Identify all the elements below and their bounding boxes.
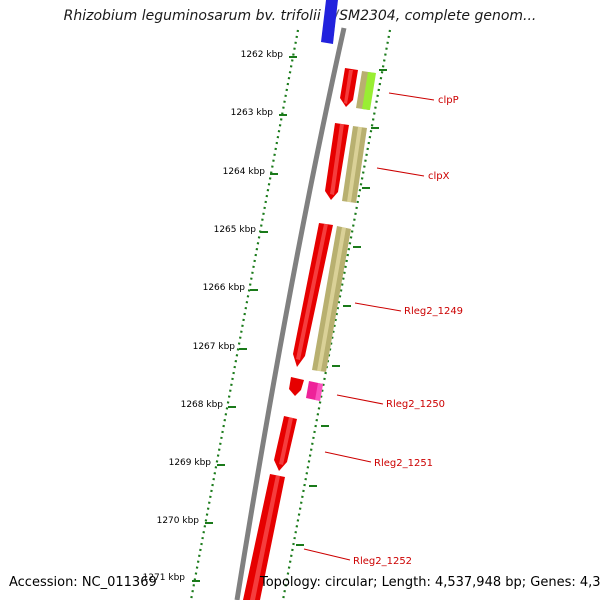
gene-Rleg2_1250-partner[interactable] bbox=[306, 381, 323, 401]
ruler-ticks bbox=[192, 56, 297, 582]
gene-Rleg2_1250[interactable] bbox=[289, 377, 304, 396]
gene-Rleg2_1252[interactable] bbox=[243, 474, 285, 600]
tick-label: 1271 kbp bbox=[143, 573, 186, 583]
tick-label: 1265 kbp bbox=[214, 225, 257, 235]
gene-clpX-partner[interactable] bbox=[342, 126, 367, 203]
tick-label: 1264 kbp bbox=[223, 167, 266, 177]
gene-clpP-partner[interactable] bbox=[356, 71, 376, 110]
gene-Rleg2_1249-partner[interactable] bbox=[312, 226, 351, 372]
gene-label-clpP[interactable]: clpP bbox=[438, 95, 459, 106]
tick-label: 1262 kbp bbox=[241, 50, 284, 60]
outer-dotted-line bbox=[281, 29, 392, 600]
tick-label: 1267 kbp bbox=[193, 342, 236, 352]
topology-text: Topology: circular; Length: 4,537,948 bp… bbox=[260, 575, 600, 590]
map-title: Rhizobium leguminosarum bv. trifolii WSM… bbox=[63, 8, 537, 24]
outer-ticks bbox=[296, 69, 387, 546]
tick-label: 1263 kbp bbox=[231, 108, 274, 118]
gene-label-Rleg2_1249[interactable]: Rleg2_1249 bbox=[404, 306, 463, 317]
gene-label-Rleg2_1252[interactable]: Rleg2_1252 bbox=[353, 556, 412, 567]
ruler-tick-labels: 1262 kbp 1263 kbp 1264 kbp 1265 kbp 1266… bbox=[143, 50, 284, 583]
label-leader-lines bbox=[303, 92, 435, 561]
genome-backbone bbox=[234, 27, 347, 600]
gene-labels: clpP clpX Rleg2_1249 Rleg2_1250 Rleg2_12… bbox=[353, 95, 463, 567]
gene-clpX[interactable] bbox=[325, 123, 349, 200]
gene-clpP[interactable] bbox=[340, 68, 358, 107]
tick-label: 1266 kbp bbox=[203, 283, 246, 293]
gene-top-blue[interactable] bbox=[321, 0, 341, 44]
tick-label: 1268 kbp bbox=[181, 400, 224, 410]
gene-Rleg2_1249[interactable] bbox=[293, 223, 333, 367]
ruler-dotted-line bbox=[189, 29, 300, 600]
tick-label: 1270 kbp bbox=[157, 516, 200, 526]
tick-label: 1269 kbp bbox=[169, 458, 212, 468]
gene-label-clpX[interactable]: clpX bbox=[428, 171, 450, 182]
gene-label-Rleg2_1251[interactable]: Rleg2_1251 bbox=[374, 458, 433, 469]
gene-Rleg2_1251[interactable] bbox=[274, 416, 297, 471]
gene-label-Rleg2_1250[interactable]: Rleg2_1250 bbox=[386, 399, 445, 410]
accession-text: Accession: NC_011369 bbox=[9, 575, 157, 590]
